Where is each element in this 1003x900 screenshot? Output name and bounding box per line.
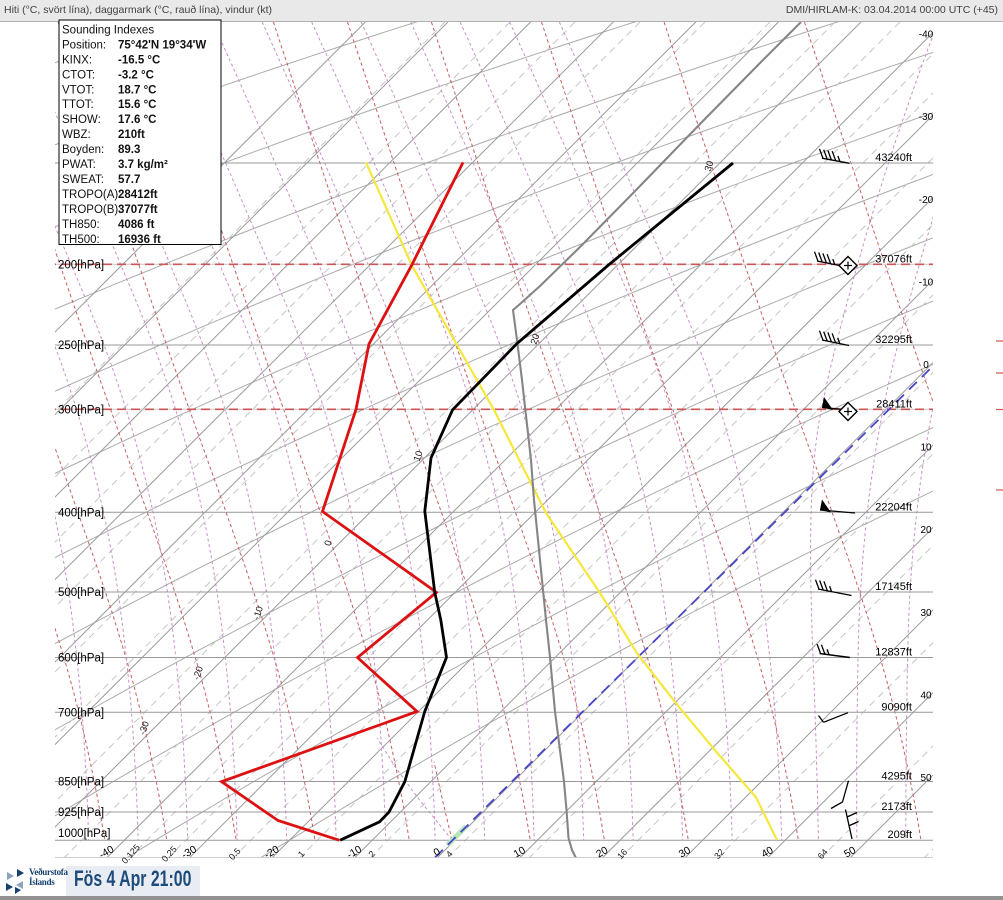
svg-text:75°42'N 19°34'W: 75°42'N 19°34'W	[118, 40, 206, 52]
svg-text:10: 10	[412, 449, 426, 462]
svg-text:4086 ft: 4086 ft	[118, 219, 155, 231]
svg-text:SHOW:: SHOW:	[62, 114, 101, 126]
svg-text:16936 ft: 16936 ft	[118, 234, 161, 246]
svg-text:12837ft: 12837ft	[875, 647, 912, 659]
svg-text:KINX:: KINX:	[62, 54, 92, 66]
svg-text:0: 0	[323, 539, 335, 547]
svg-text:850[hPa]: 850[hPa]	[58, 777, 104, 789]
svg-text:64: 64	[816, 847, 830, 861]
svg-text:-30: -30	[180, 843, 199, 861]
svg-text:TH850:: TH850:	[62, 219, 100, 231]
svg-text:0.5: 0.5	[227, 846, 243, 862]
svg-text:400[hPa]: 400[hPa]	[58, 507, 104, 519]
svg-text:32295ft: 32295ft	[875, 334, 912, 346]
svg-text:VTOT:: VTOT:	[62, 84, 94, 96]
svg-text:-20: -20	[262, 843, 281, 861]
svg-text:30: 30	[703, 159, 717, 172]
svg-text:-10: -10	[251, 605, 266, 621]
svg-text:250[hPa]: 250[hPa]	[58, 340, 104, 352]
svg-text:37076ft: 37076ft	[875, 253, 912, 265]
svg-text:10: 10	[920, 443, 932, 454]
svg-text:209ft: 209ft	[888, 829, 912, 841]
svg-text:4295ft: 4295ft	[881, 771, 912, 783]
svg-text:1: 1	[296, 849, 307, 859]
svg-text:-20: -20	[919, 195, 934, 206]
svg-text:1000[hPa]: 1000[hPa]	[58, 828, 110, 840]
svg-text:-10: -10	[345, 843, 364, 861]
svg-text:200[hPa]: 200[hPa]	[58, 259, 104, 271]
svg-text:50: 50	[842, 844, 858, 860]
svg-text:-16.5 °C: -16.5 °C	[118, 54, 160, 66]
svg-text:-40: -40	[919, 30, 934, 41]
svg-text:3.7 kg/m²: 3.7 kg/m²	[118, 159, 168, 171]
svg-text:600[hPa]: 600[hPa]	[58, 653, 104, 665]
svg-text:500[hPa]: 500[hPa]	[58, 587, 104, 599]
svg-text:17145ft: 17145ft	[875, 581, 912, 593]
svg-text:TH500:: TH500:	[62, 234, 100, 246]
svg-text:TROPO(A):: TROPO(A):	[62, 189, 121, 201]
svg-text:28412ft: 28412ft	[118, 189, 158, 201]
svg-text:925[hPa]: 925[hPa]	[58, 807, 104, 819]
svg-text:20: 20	[920, 525, 932, 536]
svg-text:57.7: 57.7	[118, 174, 140, 186]
svg-text:37077ft: 37077ft	[118, 204, 158, 216]
svg-text:0.125: 0.125	[120, 842, 143, 865]
svg-text:30: 30	[920, 608, 932, 619]
svg-text:43240ft: 43240ft	[875, 152, 912, 164]
svg-text:-40: -40	[97, 843, 116, 861]
svg-text:300[hPa]: 300[hPa]	[58, 404, 104, 416]
svg-text:-3.2 °C: -3.2 °C	[118, 69, 154, 81]
svg-text:15.6 °C: 15.6 °C	[118, 99, 156, 111]
svg-text:CTOT:: CTOT:	[62, 69, 95, 81]
svg-text:40: 40	[759, 844, 775, 860]
svg-text:TTOT:: TTOT:	[62, 99, 94, 111]
svg-text:10: 10	[512, 844, 528, 860]
svg-text:28411ft: 28411ft	[876, 398, 912, 410]
svg-text:-20: -20	[191, 665, 206, 681]
svg-text:Sounding Indexes: Sounding Indexes	[62, 25, 154, 37]
svg-text:20: 20	[529, 332, 543, 345]
svg-text:Boyden:: Boyden:	[62, 144, 104, 156]
svg-text:2: 2	[366, 849, 377, 859]
svg-text:Position:: Position:	[62, 40, 106, 52]
svg-text:9090ft: 9090ft	[881, 701, 912, 713]
svg-text:40: 40	[920, 690, 932, 701]
svg-text:16: 16	[615, 847, 629, 861]
svg-text:22204ft: 22204ft	[875, 501, 912, 513]
svg-text:32: 32	[712, 847, 726, 861]
svg-text:0.25: 0.25	[160, 844, 179, 864]
svg-text:20: 20	[594, 844, 610, 860]
svg-text:-30: -30	[137, 720, 152, 736]
svg-text:0: 0	[431, 846, 442, 859]
svg-text:4: 4	[444, 849, 455, 859]
svg-text:TROPO(B):: TROPO(B):	[62, 204, 121, 216]
svg-text:SWEAT:: SWEAT:	[62, 174, 104, 186]
svg-text:0: 0	[923, 360, 929, 371]
svg-text:700[hPa]: 700[hPa]	[58, 707, 104, 719]
svg-text:-10: -10	[919, 277, 934, 288]
svg-text:-30: -30	[919, 112, 934, 123]
svg-text:WBZ:: WBZ:	[62, 129, 91, 141]
svg-text:30: 30	[677, 844, 693, 860]
svg-text:210ft: 210ft	[118, 129, 145, 141]
svg-text:PWAT:: PWAT:	[62, 159, 96, 171]
svg-text:2173ft: 2173ft	[881, 801, 912, 813]
svg-text:18.7 °C: 18.7 °C	[118, 84, 156, 96]
svg-text:89.3: 89.3	[118, 144, 140, 156]
svg-text:50: 50	[920, 773, 932, 784]
svg-text:17.6 °C: 17.6 °C	[118, 114, 156, 126]
